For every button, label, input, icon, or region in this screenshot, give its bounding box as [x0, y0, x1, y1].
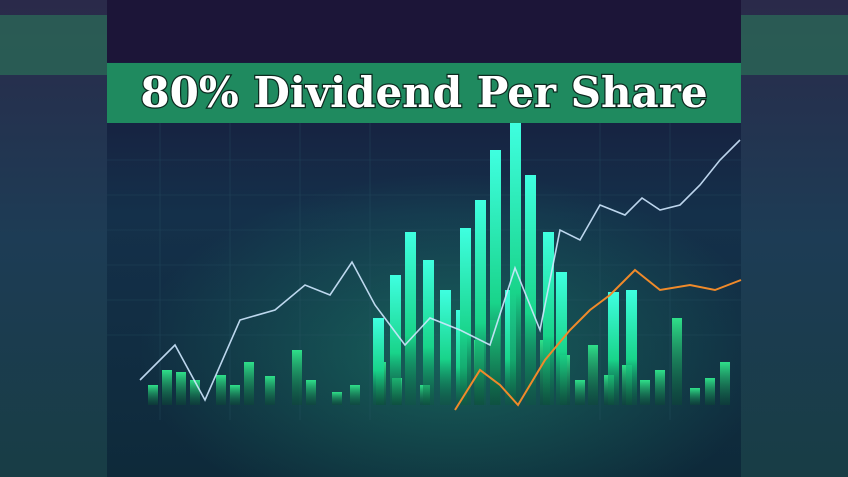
- tall-bars: [373, 123, 637, 405]
- top-band: [107, 0, 741, 62]
- side-band: [0, 15, 107, 75]
- side-band: [741, 15, 848, 75]
- white-line: [139, 139, 741, 402]
- title: 80% Dividend Per Share: [140, 68, 707, 117]
- title-banner: [107, 63, 741, 123]
- orange-line: [454, 268, 742, 411]
